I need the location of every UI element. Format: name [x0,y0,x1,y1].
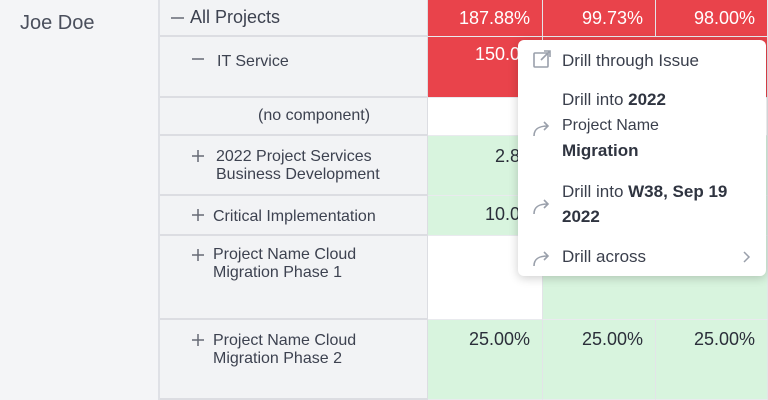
menu-item[interactable]: Drill through Issue [562,51,700,70]
row-header[interactable] [160,136,428,196]
row-label[interactable]: (no component) [258,107,371,124]
menu-text: Drill into [562,90,624,109]
row-label[interactable]: All Projects [190,7,281,27]
menu-text: 2022 [628,90,666,109]
row-header[interactable] [160,236,428,320]
menu-text: Migration [562,138,639,163]
row-label[interactable]: Project Name Cloud Migration Phase 1 [213,246,357,281]
menu-text: Drill into [562,182,624,201]
submenu-arrow [743,251,751,263]
cell[interactable]: 25.00% [656,320,768,400]
cell[interactable]: 187.88% [428,0,543,37]
menu-item[interactable]: Drill into W38, Sep 19 [562,179,727,204]
row-label[interactable]: Project Name Cloud Migration Phase 2 [213,332,357,367]
row-label[interactable]: IT Service [217,53,289,70]
menu-item[interactable]: Drill across [562,247,647,266]
row-label[interactable]: 2022 Project Services Business Developme… [216,148,380,183]
cell[interactable]: 25.00% [428,320,543,400]
cell[interactable]: 98.00% [656,0,768,37]
cell[interactable]: 99.73% [543,0,656,37]
cell[interactable]: 25.00% [543,320,656,400]
menu-text: Project Name [562,117,659,134]
user-name: Joe Doe [20,12,95,34]
menu-text: Migration [562,141,639,160]
menu-icons [533,50,551,267]
divider [158,0,160,400]
row-header[interactable] [160,98,428,136]
row-header[interactable] [160,196,428,236]
menu-text: W38, Sep 19 [628,182,728,201]
row-header[interactable] [160,0,428,37]
row-header[interactable] [160,37,428,98]
menu-item[interactable]: Drill into 2022 [562,87,666,112]
row-header[interactable] [160,320,428,400]
row-label[interactable]: Critical Implementation [213,208,376,225]
menu-text: 2022 [562,207,600,226]
context-menu: Drill through Issue Drill into 2022 Proj… [518,40,766,276]
toggle-icons [171,17,204,346]
menu-text: 2022 [562,204,600,229]
